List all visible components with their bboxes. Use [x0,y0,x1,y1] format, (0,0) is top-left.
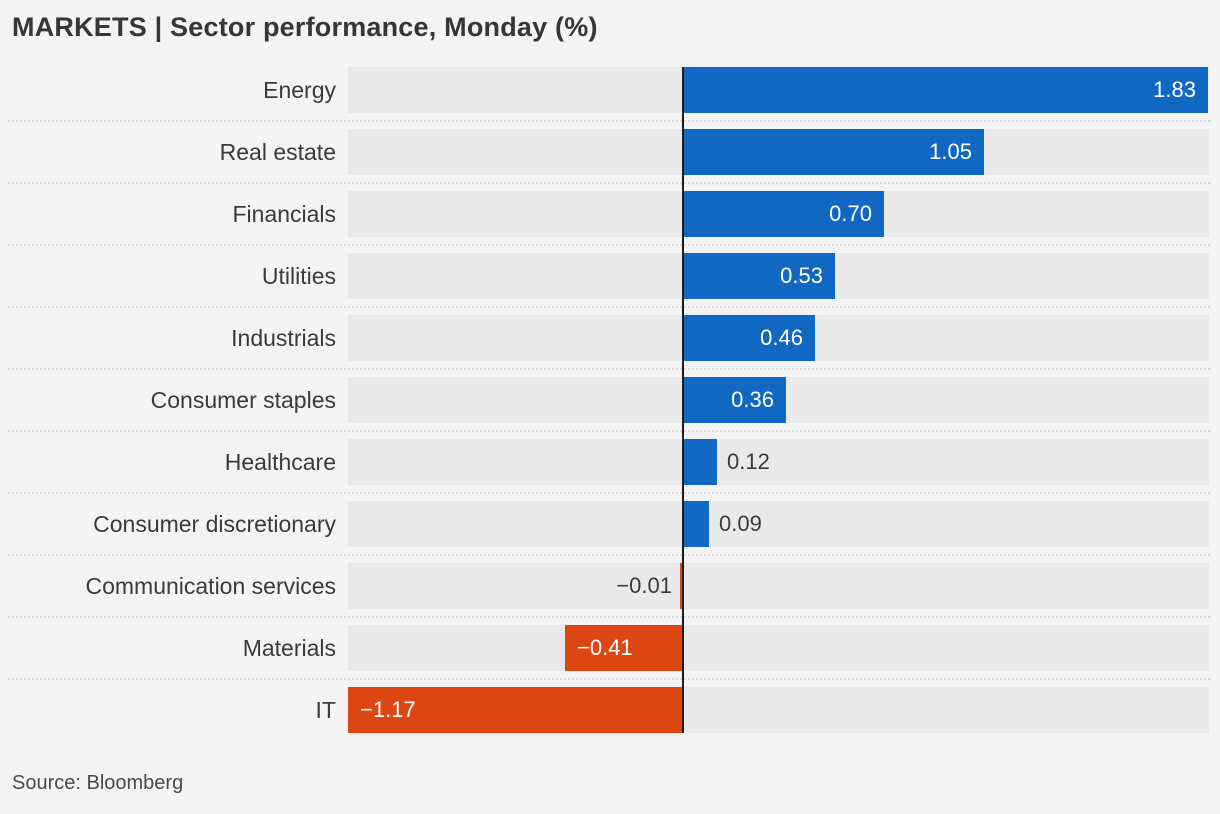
row-separator [8,616,1210,618]
row-separator [8,244,1210,246]
bar [683,253,835,299]
category-label: Utilities [261,263,336,289]
bar-track: −0.41 [348,625,1209,671]
value-label: −0.01 [616,573,672,598]
bar [683,377,786,423]
bar [683,315,815,361]
value-label: −0.41 [577,635,633,660]
category-label: Consumer staples [150,387,336,413]
row-separator [8,678,1210,680]
chart-row: Materials −0.41 [0,625,1220,687]
chart-row: Energy 1.83 [0,67,1220,129]
bar [348,687,683,733]
row-separator [8,492,1210,494]
category-label: Financials [232,201,336,227]
bar [680,563,683,609]
bar [683,129,984,175]
value-label: 0.46 [760,325,803,350]
bar-track: 0.36 [348,377,1209,423]
category-label: IT [315,697,336,723]
bar-track: 1.05 [348,129,1209,175]
bar-chart: Energy 1.83 Real estate 1.05 Financials … [0,67,1220,733]
row-separator [8,182,1210,184]
value-label: 0.36 [731,387,774,412]
value-label: 1.05 [929,139,972,164]
bar-track: −0.01 [348,563,1209,609]
chart-row: Consumer staples 0.36 [0,377,1220,439]
bar-track: 0.12 [348,439,1209,485]
category-label: Industrials [231,325,336,351]
category-label: Materials [242,635,336,661]
category-label: Healthcare [224,449,336,475]
bar-track: 0.46 [348,315,1209,361]
zero-baseline [682,67,684,733]
value-label: 0.09 [719,511,762,536]
row-separator [8,554,1210,556]
bar-track: 1.83 [348,67,1209,113]
chart-row: Industrials 0.46 [0,315,1220,377]
row-separator [8,430,1210,432]
category-label: Consumer discretionary [93,511,336,537]
chart-rows: Energy 1.83 Real estate 1.05 Financials … [0,67,1220,733]
value-label: 0.53 [780,263,823,288]
bar-track: 0.53 [348,253,1209,299]
category-label: Real estate [219,139,336,165]
bar [565,625,683,671]
bar [683,439,717,485]
category-label: Communication services [85,573,336,599]
bar [683,191,884,237]
chart-row: Utilities 0.53 [0,253,1220,315]
chart-row: Healthcare 0.12 [0,439,1220,501]
value-label: 0.12 [727,449,770,474]
row-separator [8,120,1210,122]
row-separator [8,306,1210,308]
bar [683,501,709,547]
chart-row: IT −1.17 [0,687,1220,733]
value-label: 0.70 [829,201,872,226]
chart-title: MARKETS | Sector performance, Monday (%) [12,12,598,42]
value-label: 1.83 [1153,77,1196,102]
category-label: Energy [263,77,336,103]
bar [683,67,1208,113]
bar-track: 0.70 [348,191,1209,237]
row-separator [8,368,1210,370]
chart-row: Consumer discretionary 0.09 [0,501,1220,563]
source-note: Source: Bloomberg [12,772,184,794]
chart-row: Communication services −0.01 [0,563,1220,625]
value-label: −1.17 [360,697,416,722]
chart-row: Real estate 1.05 [0,129,1220,191]
bar-track: −1.17 [348,687,1209,733]
chart-row: Financials 0.70 [0,191,1220,253]
bar-track: 0.09 [348,501,1209,547]
